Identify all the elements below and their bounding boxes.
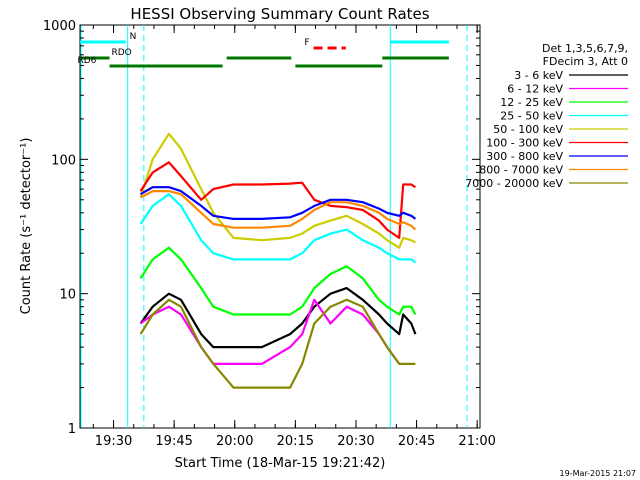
legend-entry-label: 50 - 100 keV [493, 123, 563, 136]
flag-bars: N F RDO RD6 [77, 32, 449, 68]
series-line [139, 132, 416, 249]
x-axis: 19:30 19:45 20:00 20:15 20:30 20:45 21:00 [92, 25, 496, 449]
y-tick-label: 1000 [43, 19, 76, 34]
legend: Det 1,3,5,6,7,9,FDecim 3, Att 03 - 6 keV… [465, 42, 628, 190]
legend-entry-label: 6 - 12 keV [507, 83, 563, 96]
legend-entry-label: 300 - 800 keV [486, 150, 563, 163]
series-line [139, 298, 401, 365]
x-tick-label: 21:00 [458, 434, 495, 449]
chart-title: HESSI Observing Summary Count Rates [130, 5, 429, 23]
legend-header: Det 1,3,5,6,7,9, [542, 42, 628, 55]
y-tick-label: 100 [51, 153, 76, 168]
legend-header: FDecim 3, Att 0 [543, 55, 628, 68]
x-tick-label: 20:15 [277, 434, 314, 449]
plot-area [79, 24, 481, 429]
y-tick-label: 1 [68, 422, 76, 437]
footer-date: 19-Mar-2015 21:07 [560, 469, 637, 478]
series-line [140, 186, 417, 220]
legend-entry-label: 7000 - 20000 keV [465, 177, 563, 190]
y-axis: 1 10 100 1000 [43, 19, 480, 437]
series-line [140, 190, 417, 231]
vertical-markers [80, 25, 468, 428]
flag-label: RDO [111, 48, 131, 58]
x-tick-label: 19:30 [95, 434, 132, 449]
y-axis-label: Count Rate (s⁻¹ detector⁻¹) [19, 138, 34, 315]
flag-label: N [130, 32, 137, 42]
series-line [139, 298, 416, 389]
flag-label: RD6 [77, 56, 96, 66]
x-axis-label: Start Time (18-Mar-15 19:21:42) [175, 456, 386, 471]
x-tick-label: 20:00 [216, 434, 253, 449]
plot-frame [79, 24, 481, 429]
series-line [139, 246, 417, 316]
legend-entry-label: 3 - 6 keV [514, 69, 563, 82]
legend-entry-label: 12 - 25 keV [500, 96, 563, 109]
x-tick-label: 20:45 [398, 434, 435, 449]
y-tick-label: 10 [59, 288, 76, 303]
flag-label: F [304, 38, 309, 48]
x-tick-label: 20:30 [337, 434, 374, 449]
series-layer [139, 132, 417, 389]
series-line [139, 161, 417, 239]
x-tick-label: 19:45 [155, 434, 192, 449]
legend-entry-label: 800 - 7000 keV [479, 164, 563, 177]
legend-entry-label: 25 - 50 keV [500, 110, 563, 123]
legend-entry-label: 100 - 300 keV [486, 137, 563, 150]
series-line [139, 193, 417, 264]
